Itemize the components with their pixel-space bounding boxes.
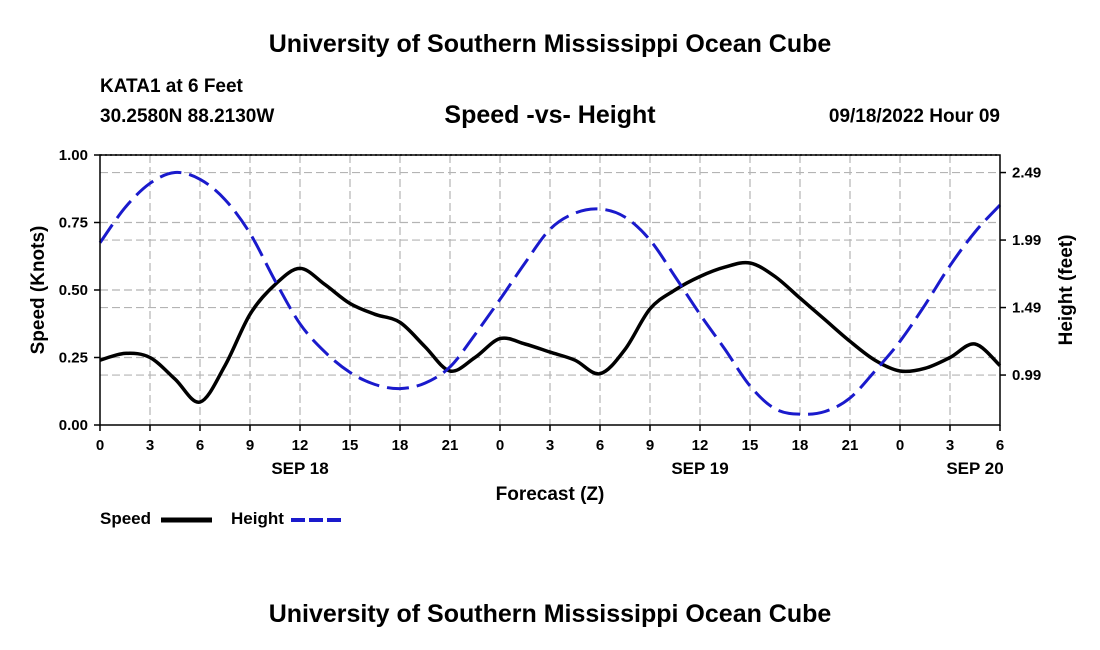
x-tick-label: 18: [792, 437, 809, 454]
x-tick-label: 9: [246, 437, 254, 454]
x-tick-label: 6: [596, 437, 604, 454]
y-left-tick-label: 0.50: [59, 282, 88, 299]
date-label: SEP 18: [271, 459, 328, 478]
x-tick-label: 0: [96, 437, 104, 454]
x-axis-label: Forecast (Z): [496, 484, 605, 505]
y-left-tick-label: 0.75: [59, 215, 88, 232]
x-tick-label: 12: [692, 437, 709, 454]
x-tick-label: 0: [896, 437, 904, 454]
x-tick-label: 6: [196, 437, 204, 454]
y-axis-right-label: Height (feet): [1056, 235, 1077, 346]
x-tick-label: 21: [842, 437, 859, 454]
y-left-tick-label: 1.00: [59, 147, 88, 164]
y-right-tick-label: 1.99: [1012, 232, 1041, 249]
x-tick-label: 6: [996, 437, 1004, 454]
x-tick-label: 3: [146, 437, 154, 454]
x-tick-label: 15: [342, 437, 359, 454]
legend-height-label: Height: [231, 509, 284, 528]
y-right-tick-label: 1.49: [1012, 300, 1041, 317]
date-label: SEP 19: [671, 459, 728, 478]
y-left-tick-label: 0.00: [59, 417, 88, 434]
footer-title: University of Southern Mississippi Ocean…: [268, 600, 832, 628]
y-right-tick-label: 0.99: [1012, 367, 1041, 384]
x-tick-label: 15: [742, 437, 759, 454]
y-left-tick-label: 0.25: [59, 350, 88, 367]
x-tick-label: 12: [292, 437, 309, 454]
y-right-tick-label: 2.49: [1012, 165, 1041, 182]
date-label: SEP 20: [946, 459, 1003, 478]
series-group: [98, 170, 1002, 416]
chart-title: Speed -vs- Height: [444, 101, 656, 129]
ticks: 0 3 6 9 12 15 18 21 0 3 6 9 12 15 18 21 0 3 6 SEP 18 SEP 19 S…: [59, 147, 1041, 478]
forecast-datetime: 09/18/2022 Hour 09: [828, 106, 1000, 127]
x-tick-label: 3: [946, 437, 954, 454]
x-tick-label: 21: [442, 437, 459, 454]
y-axis-left-label: Speed (Knots): [28, 226, 49, 355]
x-tick-label: 0: [496, 437, 504, 454]
coordinates-label: 30.2580N 88.2130W: [100, 106, 275, 127]
x-tick-label: 9: [646, 437, 654, 454]
page-title: University of Southern Mississippi Ocean…: [268, 30, 832, 58]
series-line-speed: [99, 260, 1002, 404]
x-tick-label: 18: [392, 437, 409, 454]
legend-speed-label: Speed: [100, 509, 152, 528]
x-tick-label: 3: [546, 437, 554, 454]
station-label: KATA1 at 6 Feet: [100, 76, 243, 97]
series-line-height: [98, 170, 1002, 416]
